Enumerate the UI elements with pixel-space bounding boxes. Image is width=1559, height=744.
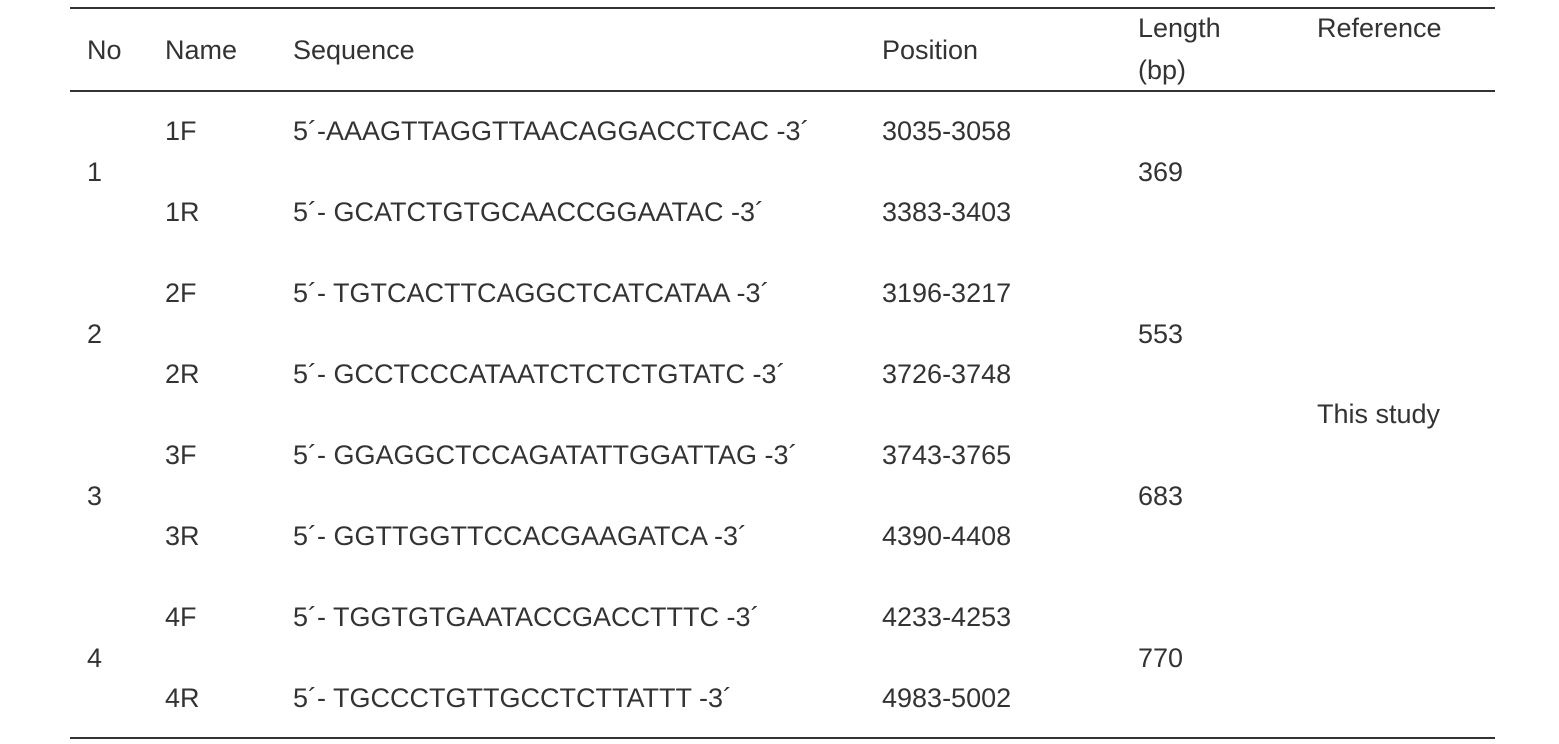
- primer-position: 3196-3217: [882, 278, 1012, 308]
- header-cell: Name: [165, 35, 238, 65]
- primer-sequence: 5´- GGAGGCTCCAGATATTGGATTAG -3´: [293, 440, 798, 470]
- header-cell: Sequence: [293, 35, 415, 65]
- header-cell: No: [87, 35, 122, 65]
- header-cell: Position: [882, 35, 979, 65]
- row-number: 3: [87, 480, 103, 511]
- primer-name: 1R: [165, 197, 200, 227]
- length: 683: [1138, 480, 1184, 511]
- primer-sequence: 5´- GCATCTGTGCAACCGGAATAC -3´: [293, 197, 765, 227]
- length: 770: [1138, 642, 1184, 673]
- bottom-rule: [70, 737, 1495, 739]
- row-number: 4: [87, 642, 103, 673]
- primer-sequence: 5´- TGGTGTGAATACCGACCTTTC -3´: [293, 602, 760, 632]
- primer-position: 3726-3748: [882, 359, 1012, 389]
- primer-sequence: 5´-AAAGTTAGGTTAACAGGACCTCAC -3´: [293, 116, 810, 146]
- primer-position: 4983-5002: [882, 683, 1012, 713]
- length: 369: [1138, 156, 1184, 187]
- primer-sequence: 5´- GCCTCCCATAATCTCTCTGTATC -3´: [293, 359, 786, 389]
- row-number: 1: [87, 156, 103, 187]
- primer-position: 3035-3058: [882, 116, 1012, 146]
- primer-name: 3R: [165, 521, 200, 551]
- primer-position: 3383-3403: [882, 197, 1012, 227]
- primer-name: 4R: [165, 683, 200, 713]
- primer-name: 4F: [165, 602, 197, 632]
- header-cell: Length (bp): [1138, 13, 1221, 85]
- primer-name: 2F: [165, 278, 197, 308]
- primer-sequence: 5´- GGTTGGTTCCACGAAGATCA -3´: [293, 521, 748, 551]
- reference: This study: [1317, 399, 1441, 429]
- primer-sequence: 5´- TGTCACTTCAGGCTCATCATAA -3´: [293, 278, 770, 308]
- primer-name: 2R: [165, 359, 200, 389]
- primer-name: 1F: [165, 116, 197, 146]
- top-rule: [70, 7, 1495, 9]
- header-cell: Reference: [1317, 13, 1442, 43]
- primer-position: 4390-4408: [882, 521, 1012, 551]
- primer-sequence: 5´- TGCCCTGTTGCCTCTTATTT -3´: [293, 683, 732, 713]
- primer-position: 4233-4253: [882, 602, 1012, 632]
- primer-name: 3F: [165, 440, 197, 470]
- length: 553: [1138, 318, 1184, 349]
- primer-position: 3743-3765: [882, 440, 1012, 470]
- row-number: 2: [87, 318, 103, 349]
- header-rule: [70, 90, 1495, 92]
